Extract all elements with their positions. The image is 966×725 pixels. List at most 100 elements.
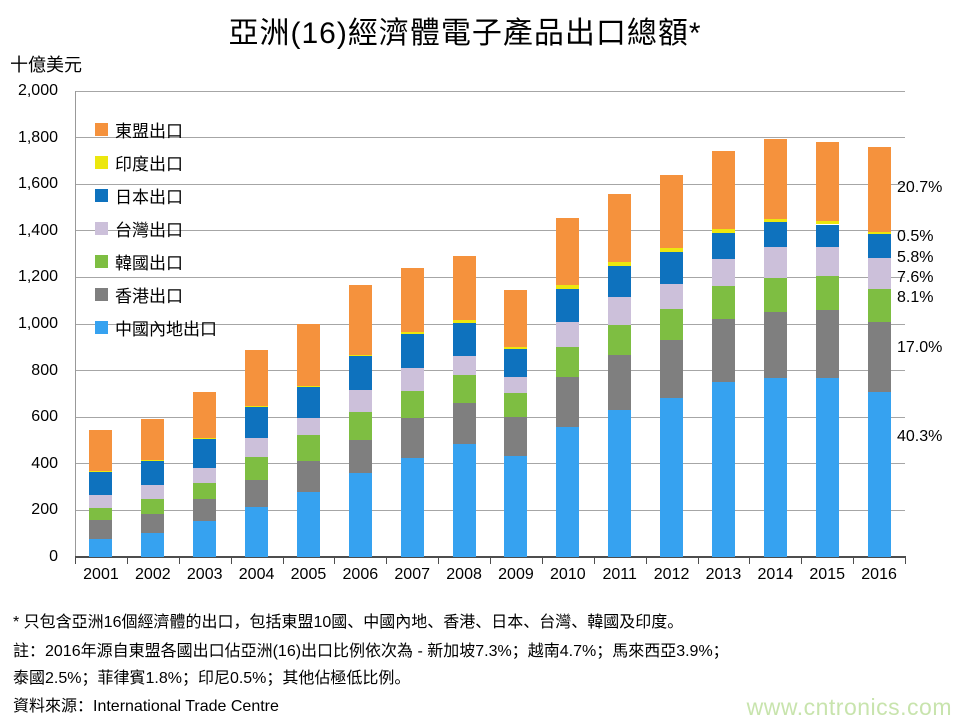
bar-segment-台灣出口-2007 bbox=[400, 368, 424, 392]
bar-segment-印度出口-2003 bbox=[193, 437, 217, 439]
bar-segment-東盟出口-2009 bbox=[504, 290, 528, 347]
bar-segment-韓國出口-2016 bbox=[867, 289, 891, 323]
bar-segment-東盟出口-2008 bbox=[452, 256, 476, 320]
bar-segment-韓國出口-2001 bbox=[89, 508, 113, 521]
x-axis-tick bbox=[178, 558, 180, 564]
legend-item-中國內地出口: 中國內地出口 bbox=[95, 315, 217, 340]
bar-segment-印度出口-2011 bbox=[608, 262, 632, 267]
bar-segment-韓國出口-2008 bbox=[452, 375, 476, 403]
x-axis-year-label: 2005 bbox=[290, 566, 327, 583]
bar-segment-韓國出口-2006 bbox=[348, 411, 372, 441]
bar-segment-香港出口-2011 bbox=[608, 354, 632, 410]
x-axis-year-label: 2014 bbox=[757, 566, 794, 583]
bar-segment-中國內地出口-2004 bbox=[245, 506, 269, 557]
x-axis-tick bbox=[853, 558, 855, 564]
footnote-line-3: 泰國2.5%；菲律賓1.8%；印尼0.5%；其他佔極低比例。 bbox=[13, 670, 411, 687]
y-axis-tick-label: 600 bbox=[31, 408, 58, 426]
bar-segment-中國內地出口-2008 bbox=[452, 443, 476, 557]
legend-label: 中國內地出口 bbox=[115, 320, 217, 339]
y-axis-tick-label: 1,400 bbox=[17, 221, 58, 239]
bar-segment-韓國出口-2015 bbox=[815, 276, 839, 310]
legend-item-台灣出口: 台灣出口 bbox=[95, 216, 183, 241]
bar-segment-香港出口-2001 bbox=[89, 520, 113, 540]
gridline-200 bbox=[75, 509, 905, 511]
x-axis-tick bbox=[801, 558, 803, 564]
x-axis-year-label: 2007 bbox=[394, 566, 430, 583]
x-axis-year-label: 2002 bbox=[135, 566, 171, 583]
bar-segment-印度出口-2002 bbox=[141, 460, 165, 462]
bar-segment-中國內地出口-2012 bbox=[660, 398, 684, 557]
legend-item-日本出口: 日本出口 bbox=[95, 183, 183, 208]
legend-label: 東盟出口 bbox=[115, 122, 183, 141]
x-axis-tick bbox=[645, 558, 647, 564]
y-axis-tick-label: 200 bbox=[31, 501, 58, 519]
bar-segment-中國內地出口-2003 bbox=[193, 521, 217, 557]
bar-segment-日本出口-2001 bbox=[89, 471, 113, 495]
gridline-1600 bbox=[75, 183, 905, 185]
bar-segment-韓國出口-2011 bbox=[608, 325, 632, 355]
bar-segment-台灣出口-2003 bbox=[193, 467, 217, 483]
bar-segment-中國內地出口-2013 bbox=[711, 382, 735, 557]
bar-segment-日本出口-2013 bbox=[711, 232, 735, 260]
share-label-台灣出口: 7.6% bbox=[897, 269, 934, 286]
bar-segment-韓國出口-2007 bbox=[400, 391, 424, 418]
gridline-400 bbox=[75, 463, 905, 465]
x-axis-tick bbox=[282, 558, 284, 564]
bar-segment-香港出口-2014 bbox=[763, 312, 787, 378]
legend-swatch-東盟出口 bbox=[95, 123, 108, 136]
bar-segment-香港出口-2010 bbox=[556, 377, 580, 427]
y-axis-tick-label: 0 bbox=[49, 548, 58, 565]
y-axis-tick-label: 400 bbox=[31, 454, 58, 472]
bar-segment-印度出口-2006 bbox=[348, 354, 372, 357]
bar-segment-韓國出口-2014 bbox=[763, 278, 787, 313]
bar-segment-香港出口-2003 bbox=[193, 499, 217, 522]
bar-segment-中國內地出口-2002 bbox=[141, 532, 165, 557]
gridline-1400 bbox=[75, 230, 905, 232]
bar-segment-印度出口-2015 bbox=[815, 221, 839, 225]
gridline-1200 bbox=[75, 276, 905, 278]
x-axis-tick bbox=[126, 558, 128, 564]
share-label-日本出口: 5.8% bbox=[897, 249, 934, 266]
bar-segment-印度出口-2016 bbox=[867, 232, 891, 235]
footnote-line-2: 註：2016年源自東盟各國出口佔亞洲(16)出口比例依次為 - 新加坡7.3%；… bbox=[13, 643, 729, 660]
x-axis-year-label: 2006 bbox=[342, 566, 379, 583]
legend-item-東盟出口: 東盟出口 bbox=[95, 117, 183, 142]
bar-segment-日本出口-2002 bbox=[141, 461, 165, 486]
bar-segment-台灣出口-2013 bbox=[711, 259, 735, 287]
bar-segment-香港出口-2016 bbox=[867, 322, 891, 393]
bar-segment-東盟出口-2005 bbox=[296, 323, 320, 386]
bar-segment-台灣出口-2009 bbox=[504, 376, 528, 394]
legend-label: 日本出口 bbox=[115, 188, 183, 207]
share-label-東盟出口: 20.7% bbox=[897, 179, 943, 196]
y-axis-line bbox=[75, 91, 76, 557]
legend-swatch-韓國出口 bbox=[95, 255, 108, 268]
bar-segment-台灣出口-2004 bbox=[245, 438, 269, 457]
bar-segment-韓國出口-2003 bbox=[193, 482, 217, 500]
x-axis-year-label: 2011 bbox=[602, 566, 637, 583]
bar-segment-中國內地出口-2016 bbox=[867, 392, 891, 557]
legend-label: 韓國出口 bbox=[115, 254, 183, 273]
bar-segment-台灣出口-2008 bbox=[452, 355, 476, 376]
bar-segment-中國內地出口-2010 bbox=[556, 426, 580, 557]
bar-segment-日本出口-2015 bbox=[815, 224, 839, 247]
bar-segment-香港出口-2007 bbox=[400, 417, 424, 458]
legend-label: 印度出口 bbox=[115, 155, 183, 174]
x-axis-year-label: 2010 bbox=[550, 566, 586, 583]
x-axis-line bbox=[75, 556, 906, 558]
x-axis-year-label: 2015 bbox=[809, 566, 845, 583]
bar-segment-東盟出口-2016 bbox=[867, 147, 891, 233]
data-source-line: 資料來源：International Trade Centre bbox=[13, 698, 279, 715]
legend-swatch-印度出口 bbox=[95, 156, 108, 169]
bar-segment-韓國出口-2009 bbox=[504, 393, 528, 417]
bar-segment-台灣出口-2005 bbox=[296, 417, 320, 436]
legend-swatch-中國內地出口 bbox=[95, 321, 108, 334]
bar-segment-中國內地出口-2011 bbox=[608, 409, 632, 557]
site-watermark: www.cntronics.com bbox=[746, 694, 952, 720]
x-axis-year-label: 2001 bbox=[83, 566, 119, 583]
share-label-印度出口: 0.5% bbox=[897, 228, 934, 245]
bar-segment-東盟出口-2003 bbox=[193, 391, 217, 438]
bar-segment-香港出口-2006 bbox=[348, 440, 372, 474]
bar-segment-東盟出口-2014 bbox=[763, 139, 787, 220]
bar-segment-中國內地出口-2015 bbox=[815, 377, 839, 557]
share-label-韓國出口: 8.1% bbox=[897, 289, 934, 306]
